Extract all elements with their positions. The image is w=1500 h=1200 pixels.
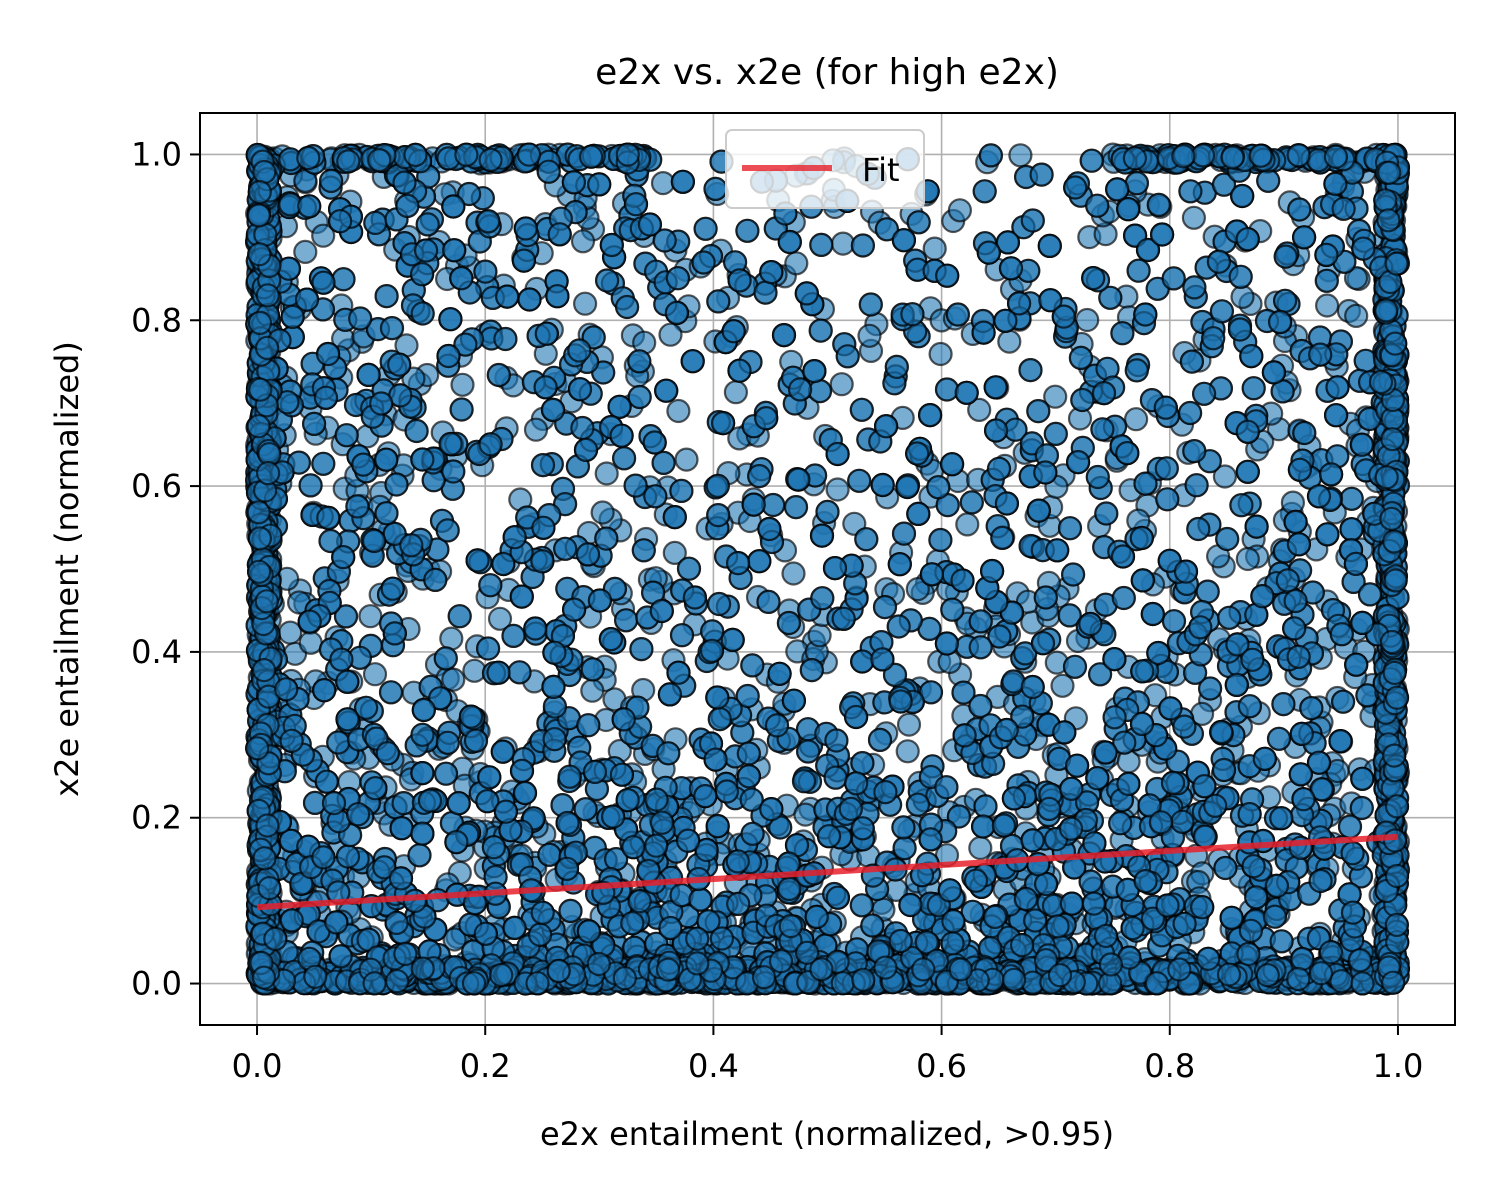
- scatter-point: [442, 927, 467, 952]
- scatter-point: [362, 662, 388, 687]
- scatter-point: [293, 239, 318, 264]
- scatter-point: [955, 512, 980, 537]
- scatter-point: [298, 630, 323, 655]
- scatter-point: [1043, 384, 1068, 409]
- scatter-point: [807, 623, 832, 648]
- scatter-point: [829, 372, 854, 397]
- scatter-point: [905, 576, 930, 602]
- scatter-point: [896, 712, 922, 737]
- scatter-point: [968, 835, 993, 861]
- scatter-point: [784, 251, 809, 276]
- scatter-point: [1050, 673, 1075, 698]
- scatter-point: [439, 626, 464, 651]
- scatter-point: [570, 229, 596, 254]
- scatter-point: [594, 461, 619, 486]
- chart-title: e2x vs. x2e (for high e2x): [595, 52, 1059, 93]
- scatter-point: [658, 322, 683, 347]
- scatter-point: [572, 291, 598, 316]
- scatter-point: [1123, 407, 1149, 432]
- scatter-point: [1235, 546, 1260, 572]
- scatter-point: [1343, 265, 1369, 291]
- scatter-point: [358, 604, 383, 629]
- scatter-point: [1212, 464, 1238, 489]
- scatter-point: [650, 171, 676, 196]
- scatter-point: [590, 500, 615, 525]
- scatter-points: [245, 142, 1411, 996]
- scatter-point: [967, 397, 992, 422]
- scatter-point: [857, 323, 882, 348]
- scatter-point: [662, 540, 687, 566]
- scatter-point: [1230, 284, 1255, 309]
- scatter-point: [666, 398, 691, 424]
- scatter-point: [830, 231, 856, 256]
- scatter-point: [278, 620, 303, 645]
- scatter-point: [997, 329, 1022, 354]
- scatter-point: [311, 223, 336, 248]
- scatter-point: [1344, 303, 1369, 328]
- scatter-point: [441, 667, 466, 692]
- scatter-point: [580, 678, 605, 703]
- scatter-point: [523, 417, 549, 442]
- scatter-point: [487, 606, 513, 631]
- scatter-point: [781, 561, 806, 586]
- scatter-point: [793, 802, 818, 827]
- scatter-point: [947, 198, 973, 223]
- scatter-point: [1075, 307, 1100, 333]
- scatter-point: [928, 341, 953, 367]
- scatter-point: [450, 372, 475, 397]
- scatter-point: [1181, 205, 1207, 230]
- scatter-point: [922, 236, 947, 261]
- scatter-point: [674, 447, 699, 472]
- scatter-point: [462, 658, 487, 683]
- scatter-point: [723, 380, 749, 405]
- scatter-point: [825, 477, 850, 502]
- scatter-point: [895, 739, 920, 764]
- scatter-point: [1314, 293, 1340, 318]
- scatter-point: [1008, 143, 1033, 168]
